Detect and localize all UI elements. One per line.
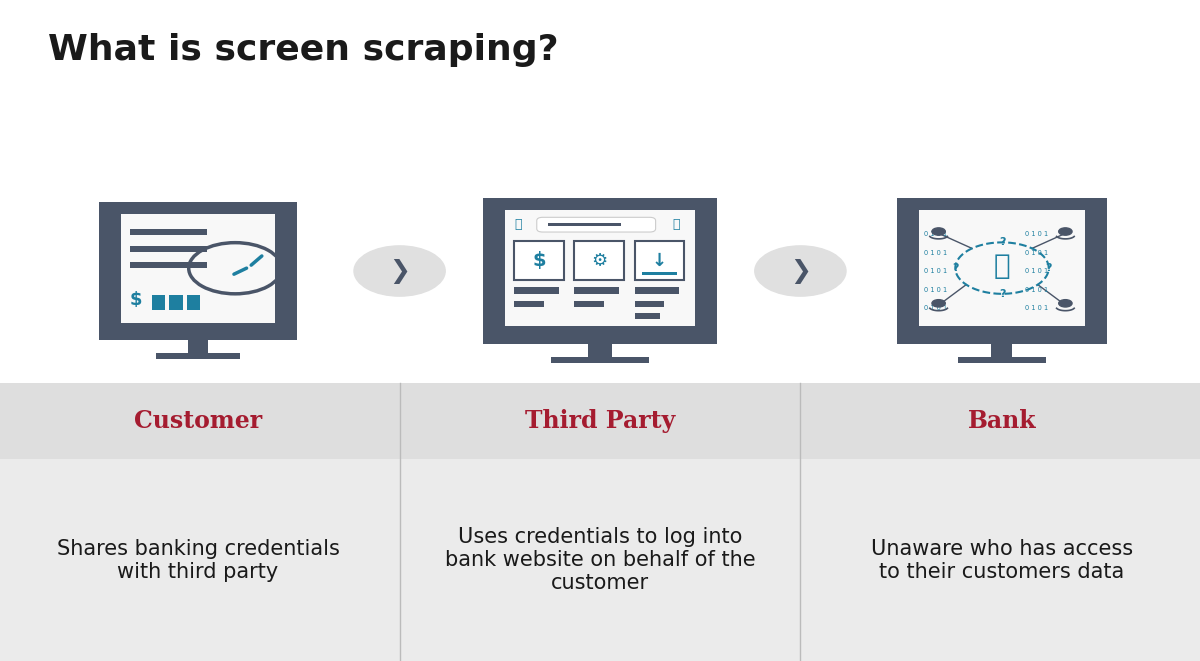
Text: 0 1 0 1: 0 1 0 1 [1025,250,1049,256]
Text: 🏛: 🏛 [994,252,1010,280]
Text: ❯: ❯ [790,258,811,284]
Circle shape [354,246,445,296]
Text: ?: ? [998,237,1006,247]
FancyBboxPatch shape [642,272,677,275]
FancyBboxPatch shape [635,241,684,280]
FancyBboxPatch shape [991,341,1013,357]
Text: Shares banking credentials
with third party: Shares banking credentials with third pa… [56,539,340,582]
Text: 0 1 0 1: 0 1 0 1 [924,231,947,237]
FancyBboxPatch shape [188,338,208,353]
FancyBboxPatch shape [0,459,1200,661]
Text: Bank: Bank [967,409,1037,434]
FancyBboxPatch shape [514,241,564,280]
FancyBboxPatch shape [635,313,660,319]
Text: $: $ [532,251,546,270]
Text: 🏛: 🏛 [514,218,522,231]
FancyBboxPatch shape [575,288,619,293]
Text: Unaware who has access
to their customers data: Unaware who has access to their customer… [871,539,1133,582]
FancyBboxPatch shape [98,202,298,340]
Circle shape [1058,299,1072,307]
Text: Third Party: Third Party [524,409,676,434]
FancyBboxPatch shape [130,246,208,252]
FancyBboxPatch shape [635,288,679,293]
FancyBboxPatch shape [896,198,1106,344]
Text: 🌐: 🌐 [672,218,680,231]
Text: 0 1 0 1: 0 1 0 1 [1025,305,1049,311]
Text: ❯: ❯ [389,258,410,284]
FancyBboxPatch shape [482,198,716,344]
Text: 0 1 0 1: 0 1 0 1 [924,287,947,293]
Text: $: $ [130,291,143,309]
FancyBboxPatch shape [130,262,208,268]
Text: ?: ? [952,263,959,273]
FancyBboxPatch shape [151,295,164,310]
FancyBboxPatch shape [575,301,604,307]
Text: Customer: Customer [134,409,262,434]
Circle shape [755,246,846,296]
FancyBboxPatch shape [0,383,1200,459]
FancyBboxPatch shape [514,288,559,293]
Text: ?: ? [1045,263,1052,273]
Text: What is screen scraping?: What is screen scraping? [48,33,559,67]
Text: 0 1 0 1: 0 1 0 1 [924,250,947,256]
FancyBboxPatch shape [156,353,240,358]
FancyBboxPatch shape [514,301,544,307]
Text: ↓: ↓ [652,252,667,270]
FancyBboxPatch shape [187,295,200,310]
FancyBboxPatch shape [169,295,182,310]
FancyBboxPatch shape [504,210,696,326]
FancyBboxPatch shape [121,214,276,323]
FancyBboxPatch shape [635,301,665,307]
Text: Uses credentials to log into
bank website on behalf of the
customer: Uses credentials to log into bank websit… [445,527,755,594]
Text: ⚙: ⚙ [592,252,607,270]
FancyBboxPatch shape [575,241,624,280]
Circle shape [1058,228,1072,235]
FancyBboxPatch shape [548,223,620,226]
FancyBboxPatch shape [588,341,612,357]
Text: 0 1 0 1: 0 1 0 1 [1025,287,1049,293]
FancyBboxPatch shape [536,217,655,232]
Text: 0 1 0 1: 0 1 0 1 [924,305,947,311]
FancyBboxPatch shape [551,357,649,363]
Text: 0 1 0 1: 0 1 0 1 [1025,268,1049,274]
Text: 0 1 0 1: 0 1 0 1 [1025,231,1049,237]
FancyBboxPatch shape [919,210,1085,326]
FancyBboxPatch shape [130,229,208,235]
Text: 0 1 0 1: 0 1 0 1 [924,268,947,274]
Circle shape [932,299,946,307]
FancyBboxPatch shape [0,0,1200,383]
FancyBboxPatch shape [958,357,1046,363]
Circle shape [932,228,946,235]
Text: ?: ? [998,289,1006,299]
